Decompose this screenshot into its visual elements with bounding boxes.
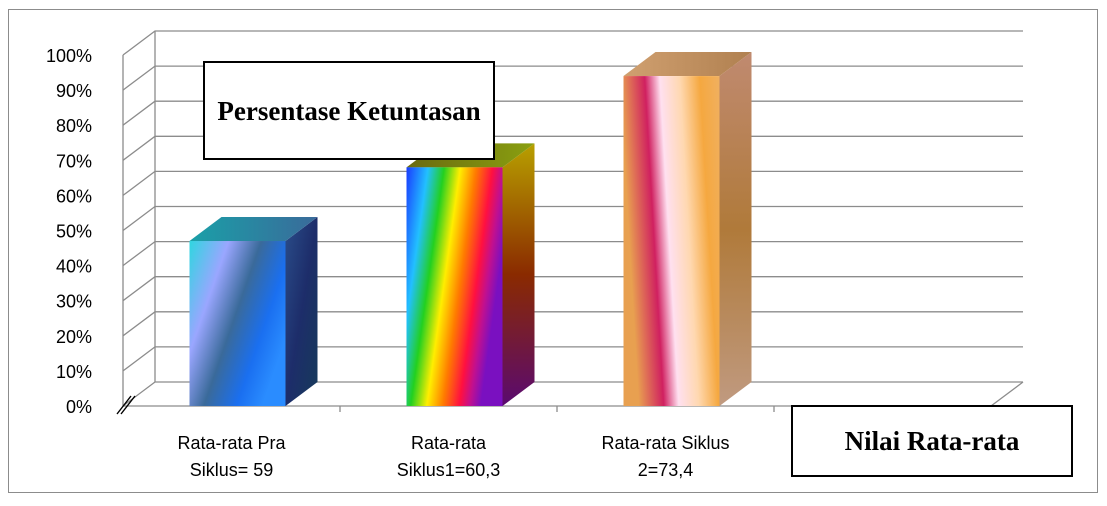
x-category-label: Rata-rata (411, 433, 487, 453)
y-tick-label: 10% (56, 362, 92, 382)
gridline (122, 30, 1023, 56)
y-tick-label: 100% (46, 46, 92, 66)
y-tick-label: 40% (56, 257, 92, 277)
y-tick-label: 50% (56, 222, 92, 242)
y-tick-label: 0% (66, 397, 92, 417)
y-tick-label: 80% (56, 116, 92, 136)
y-tick-label: 20% (56, 327, 92, 347)
x-category-label: Siklus= 59 (190, 460, 274, 480)
x-category-label: Rata-rata Siklus (601, 433, 729, 453)
bar-top (623, 52, 752, 77)
bar (189, 217, 318, 406)
y-tick-label: 60% (56, 186, 92, 206)
y-axis-ticks: 0% 10% 20% 30% 40% 50% 60% 70% 80% 90% 100% (46, 46, 92, 417)
bar (623, 52, 752, 407)
bar-side (719, 52, 752, 407)
bar-front (189, 241, 286, 406)
x-category-label: Siklus1=60,3 (397, 460, 501, 480)
bars (189, 52, 752, 407)
chart-title: Persentase Ketuntasan (203, 61, 495, 160)
bar (406, 143, 535, 406)
bar-side (285, 217, 318, 406)
axis-break-mark (116, 395, 136, 415)
y-tick-label: 70% (56, 151, 92, 171)
x-category-label: Rata-rata Pra (177, 433, 286, 453)
y-tick-label: 30% (56, 292, 92, 312)
bar-side (502, 143, 535, 406)
x-category-label: 2=73,4 (638, 460, 694, 480)
x-axis-title: Nilai Rata-rata (791, 405, 1073, 477)
bar-top (189, 217, 318, 242)
y-tick-label: 90% (56, 81, 92, 101)
bar-front (406, 167, 503, 406)
bar-front (623, 76, 720, 406)
x-axis-categories: Rata-rata Pra Siklus= 59 Rata-rata Siklus1=… (177, 433, 729, 480)
gridline (122, 170, 1023, 196)
